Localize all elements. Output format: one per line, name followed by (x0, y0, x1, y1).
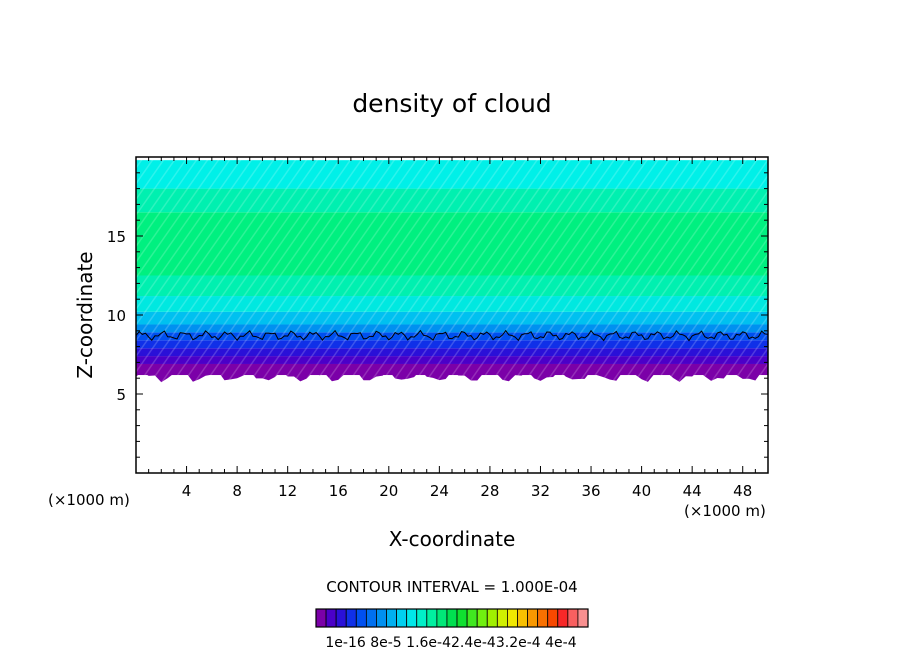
colorbar-swatch (365, 608, 377, 628)
plot-area (136, 157, 768, 473)
colorbar-swatch (496, 608, 508, 628)
colorbar-swatch (376, 608, 387, 628)
x-tick-label: 44 (683, 482, 702, 500)
colorbar-swatch (466, 608, 478, 628)
colorbar-swatch (416, 608, 428, 628)
y-tick-label: 15 (107, 228, 126, 246)
colorbar-swatch (577, 608, 589, 628)
y-axis-label: Z-coordinate (73, 251, 97, 378)
colorbar-swatch (537, 608, 549, 628)
x-tick-label: 16 (329, 482, 348, 500)
colorbar-swatch (325, 608, 337, 628)
x-tick-label: 20 (379, 482, 398, 500)
x-tick-label: 12 (278, 482, 297, 500)
x-axis: 4 8 12 16 20 24 28 32 36 40 44 48 (148, 157, 756, 500)
colorbar-swatch (446, 608, 458, 628)
colorbar-swatch (517, 608, 528, 628)
x-tick-label: 36 (581, 482, 600, 500)
colorbar-swatch (476, 608, 488, 628)
colorbar-swatch (486, 608, 498, 628)
x-unit-left: (×1000 m) (48, 491, 130, 509)
y-axis: 5 10 15 (107, 172, 768, 458)
x-tick-label: 32 (531, 482, 550, 500)
colorbar (315, 608, 589, 628)
colorbar-swatch (557, 608, 569, 628)
contour-line (136, 329, 768, 342)
x-tick-label: 40 (632, 482, 651, 500)
colorbar-swatch (436, 608, 448, 628)
colorbar-swatch (527, 608, 539, 628)
y-tick-label: 10 (107, 307, 126, 325)
colorbar-swatch (345, 608, 357, 628)
colorbar-swatch (567, 608, 579, 628)
colorbar-frame (315, 608, 589, 628)
colorbar-swatch (406, 608, 418, 628)
y-tick-label: 5 (116, 386, 126, 404)
x-unit-right: (×1000 m) (684, 502, 766, 520)
colorbar-swatch (386, 608, 397, 628)
colorbar-swatch (456, 608, 468, 628)
colorbar-tick-labels: 1e-16 8e-5 1.6e-42.4e-43.2e-4 4e-4 (325, 635, 576, 651)
turbulence-texture (136, 157, 768, 473)
colorbar-swatch (426, 608, 438, 628)
colorbar-swatch (315, 608, 327, 628)
colorbar-swatch (396, 608, 408, 628)
x-tick-label: 24 (430, 482, 449, 500)
x-tick-label: 8 (232, 482, 242, 500)
colorbar-swatch (547, 608, 559, 628)
colorbar-swatch (335, 608, 347, 628)
x-tick-label: 28 (480, 482, 499, 500)
chart-title: density of cloud (352, 89, 551, 118)
x-tick-label: 48 (733, 482, 752, 500)
x-tick-label: 4 (182, 482, 192, 500)
colorbar-swatch (507, 608, 518, 628)
colorbar-swatch (355, 608, 367, 628)
x-axis-label: X-coordinate (389, 527, 516, 551)
contour-interval-label: CONTOUR INTERVAL = 1.000E-04 (326, 578, 577, 596)
